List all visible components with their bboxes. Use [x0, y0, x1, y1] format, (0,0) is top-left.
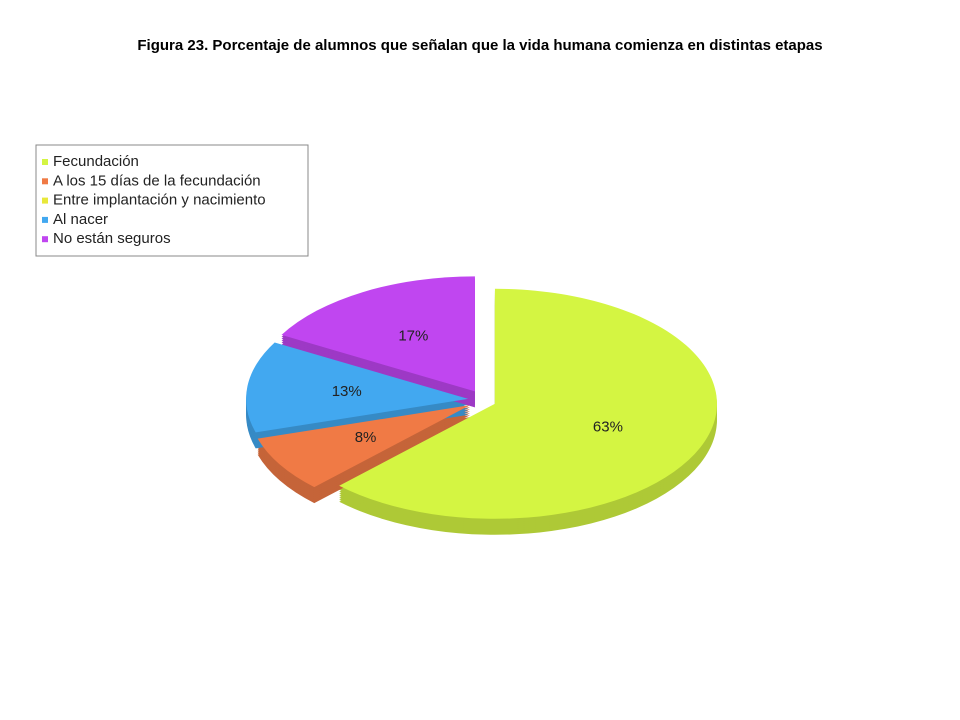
legend-box: [35, 144, 309, 257]
legend-label: Fecundación: [53, 153, 139, 170]
legend-swatch: [42, 236, 48, 243]
legend-swatch: [42, 178, 48, 185]
slice: [281, 276, 475, 392]
legend-label: A los 15 días de la fecundación: [53, 172, 261, 189]
data-label: 8%: [355, 429, 377, 446]
legend-swatch: [42, 159, 48, 165]
slice: [339, 288, 717, 519]
slice: [246, 342, 469, 433]
legend-label: No están seguros: [53, 230, 171, 247]
data-label: 63%: [593, 419, 623, 436]
legend-label: Entre implantación y nacimiento: [53, 192, 266, 209]
legend-swatch: [42, 216, 48, 223]
data-label: 13%: [332, 383, 362, 400]
slice: [257, 405, 471, 488]
chart-title: Figura 23. Porcentaje de alumnos que señ…: [137, 37, 822, 54]
data-label: 17%: [398, 328, 428, 345]
legend-label: Al nacer: [53, 211, 108, 228]
legend-swatch: [42, 197, 48, 204]
